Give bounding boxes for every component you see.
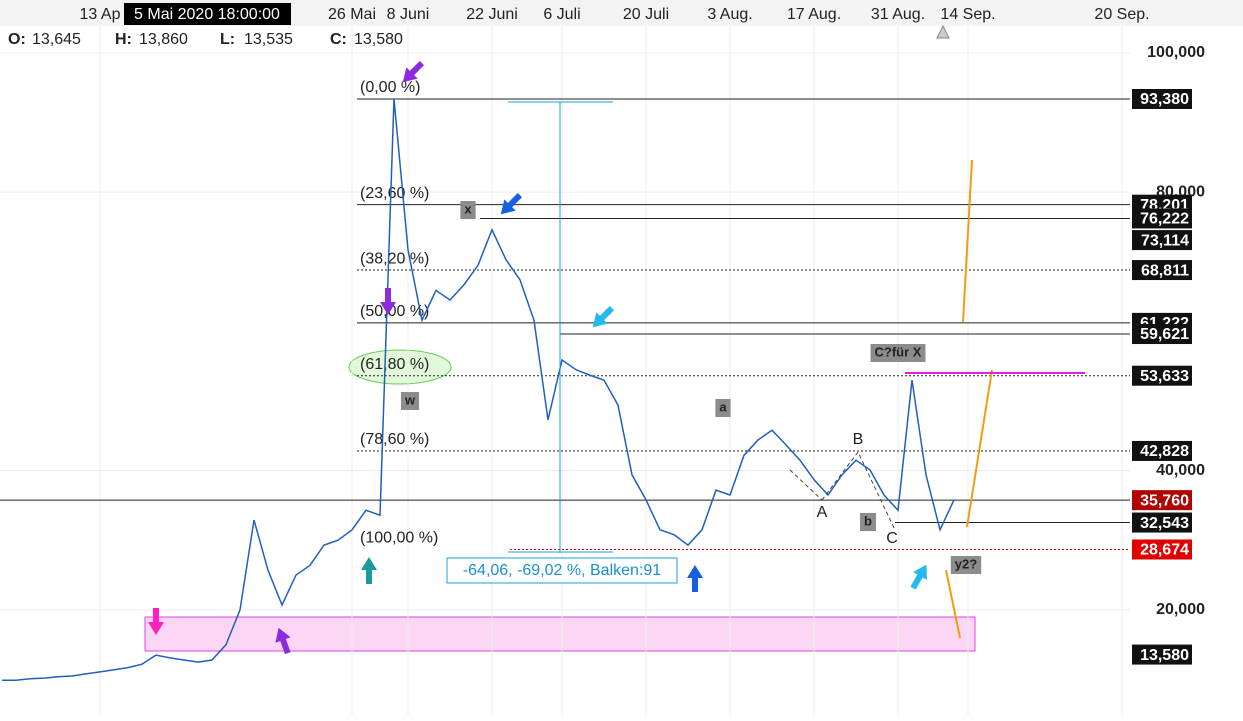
price-tag bbox=[1132, 539, 1192, 560]
fib-label: (50,00 %) bbox=[360, 303, 429, 320]
x-tick-label: 14 Sep. bbox=[940, 6, 995, 23]
annotation: y2? bbox=[955, 556, 977, 571]
ohlc-value: 13,580 bbox=[354, 31, 403, 48]
price-tag-label: 32,543 bbox=[1140, 515, 1189, 532]
annotation: B bbox=[853, 431, 864, 448]
annotation: C?für X bbox=[875, 344, 922, 359]
ohlc-label: H: bbox=[115, 31, 132, 48]
arrow bbox=[587, 302, 618, 333]
wave-line bbox=[821, 451, 896, 531]
price-tag bbox=[1132, 89, 1192, 109]
ohlc-label: O: bbox=[8, 31, 26, 48]
price-tag-label: 59,621 bbox=[1140, 326, 1189, 343]
support-zone bbox=[144, 616, 976, 652]
price-tag bbox=[1132, 260, 1192, 281]
projection-line bbox=[945, 569, 961, 639]
annotation-box bbox=[460, 201, 476, 219]
price-tag-label: 68,811 bbox=[1141, 262, 1189, 279]
fib-label: (100,00 %) bbox=[360, 530, 438, 547]
fib-label: (0,00 %) bbox=[360, 79, 420, 96]
price-tag-label: 28,674 bbox=[1140, 542, 1189, 559]
x-tick-label: 17 Aug. bbox=[787, 6, 841, 23]
fib-label: (38,20 %) bbox=[360, 250, 429, 267]
measure-box bbox=[446, 557, 678, 584]
annotation-box bbox=[950, 556, 982, 574]
price-tag bbox=[1132, 365, 1192, 386]
ohlc-label: L: bbox=[220, 31, 235, 48]
annotation: A bbox=[817, 504, 828, 521]
x-tick-label: 22 Juni bbox=[466, 6, 518, 23]
price-tag bbox=[1132, 324, 1192, 345]
price-tag bbox=[1132, 230, 1192, 251]
arrow bbox=[361, 557, 377, 584]
price-tag-label: 93,380 bbox=[1140, 91, 1189, 108]
fib-label: (23,60 %) bbox=[360, 185, 429, 202]
annotation-box bbox=[400, 392, 420, 410]
price-tag bbox=[1132, 644, 1192, 665]
cursor-date-box bbox=[124, 3, 291, 25]
scroll-marker bbox=[936, 24, 950, 39]
measure-tool bbox=[508, 101, 613, 553]
ohlc-label: C: bbox=[330, 31, 347, 48]
annotation: C bbox=[886, 530, 898, 547]
price-tag bbox=[1132, 512, 1192, 533]
price-tag-label: 76,222 bbox=[1140, 211, 1189, 228]
price-tag-label: 53,633 bbox=[1140, 368, 1189, 385]
annotation: a bbox=[719, 399, 727, 414]
annotation: w bbox=[404, 392, 416, 407]
fib-label: (78,60 %) bbox=[360, 431, 429, 448]
price-tag-label: 13,580 bbox=[1140, 647, 1189, 664]
annotation: x bbox=[464, 201, 472, 216]
fib-label: (61,80 %) bbox=[360, 356, 429, 373]
ohlc-value: 13,535 bbox=[244, 31, 293, 48]
annotation-box bbox=[715, 399, 731, 417]
y-tick-label: 40,000 bbox=[1156, 462, 1205, 479]
annotation-box bbox=[860, 513, 876, 531]
x-tick-label: 20 Sep. bbox=[1094, 6, 1149, 23]
ohlc-value: 13,860 bbox=[139, 31, 188, 48]
ohlc-value: 13,645 bbox=[32, 31, 81, 48]
annotation: b bbox=[864, 513, 872, 528]
x-tick-label: 6 Juli bbox=[543, 6, 580, 23]
x-tick-label: 3 Aug. bbox=[707, 6, 752, 23]
projection-line bbox=[966, 369, 993, 528]
price-tag-label: 73,114 bbox=[1141, 232, 1189, 249]
measure-label: -64,06, -69,02 %, Balken:91 bbox=[463, 562, 661, 579]
price-tag bbox=[1132, 440, 1192, 461]
x-tick-label: 13 Ap bbox=[80, 6, 121, 23]
annotation-box bbox=[870, 344, 926, 362]
price-tag bbox=[1132, 490, 1192, 511]
arrow bbox=[687, 565, 703, 592]
price-tag-label: 35,760 bbox=[1140, 492, 1189, 509]
x-tick-label: 20 Juli bbox=[623, 6, 669, 23]
price-tag-label: 42,828 bbox=[1140, 443, 1189, 460]
projection-line bbox=[962, 159, 973, 323]
x-tick-label: 8 Juni bbox=[387, 6, 430, 23]
price-tag bbox=[1132, 208, 1192, 229]
x-tick-label: 31 Aug. bbox=[871, 6, 925, 23]
price-line bbox=[2, 98, 955, 681]
arrow bbox=[906, 560, 934, 593]
y-tick-label: 100,000 bbox=[1147, 44, 1205, 61]
cursor-date: 5 Mai 2020 18:00:00 bbox=[134, 6, 280, 23]
y-tick-label: 20,000 bbox=[1156, 601, 1205, 618]
projection-lines bbox=[945, 159, 993, 639]
x-tick-label: 26 Mai bbox=[328, 6, 376, 23]
wave-line bbox=[789, 469, 823, 501]
